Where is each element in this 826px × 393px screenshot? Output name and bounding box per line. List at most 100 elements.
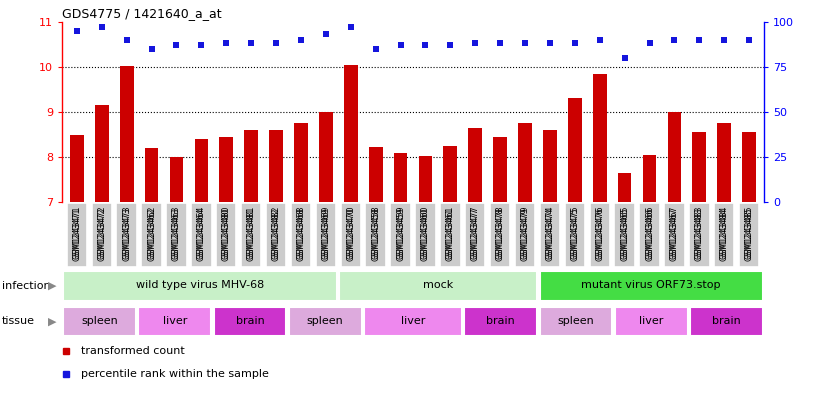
Text: mutant virus ORF73.stop: mutant virus ORF73.stop	[582, 280, 721, 290]
Point	[220, 40, 233, 46]
Text: GSM1243470: GSM1243470	[346, 206, 355, 259]
Text: GSM1243476: GSM1243476	[596, 208, 605, 261]
Text: GSM1243482: GSM1243482	[272, 208, 281, 261]
Bar	[316, 203, 336, 266]
Bar	[269, 130, 283, 202]
Text: GSM1243463: GSM1243463	[172, 208, 181, 261]
Text: liver: liver	[639, 316, 663, 326]
Text: GSM1243475: GSM1243475	[570, 206, 579, 259]
Text: GDS4775 / 1421640_a_at: GDS4775 / 1421640_a_at	[62, 7, 221, 20]
Text: spleen: spleen	[307, 316, 344, 326]
Bar	[64, 271, 336, 301]
Point	[195, 42, 208, 48]
Text: GSM1243476: GSM1243476	[596, 206, 605, 259]
Bar	[539, 203, 560, 266]
Bar	[344, 64, 358, 202]
Text: GSM1243472: GSM1243472	[97, 208, 107, 261]
Bar	[667, 112, 681, 202]
Bar	[543, 130, 557, 202]
Point	[593, 37, 606, 43]
Bar	[141, 203, 162, 266]
Bar	[120, 66, 134, 202]
Point	[269, 40, 282, 46]
Text: GSM1243481: GSM1243481	[247, 206, 256, 259]
Text: spleen: spleen	[558, 316, 595, 326]
Text: infection: infection	[2, 281, 50, 291]
Bar	[92, 203, 112, 266]
Bar	[743, 132, 756, 202]
Text: GSM1243465: GSM1243465	[620, 208, 629, 261]
Text: GSM1243459: GSM1243459	[396, 208, 405, 261]
Text: GSM1243480: GSM1243480	[221, 206, 230, 259]
Point	[519, 40, 532, 46]
Bar	[241, 203, 261, 266]
Text: ▶: ▶	[48, 281, 56, 291]
Text: GSM1243472: GSM1243472	[97, 206, 107, 259]
Text: GSM1243460: GSM1243460	[421, 208, 430, 261]
Bar	[214, 307, 287, 336]
Point	[493, 40, 506, 46]
Point	[244, 40, 258, 46]
Bar	[468, 128, 482, 202]
Text: GSM1243481: GSM1243481	[247, 208, 256, 261]
Point	[344, 24, 358, 30]
Bar	[394, 152, 407, 202]
Bar	[319, 112, 333, 202]
Bar	[368, 147, 382, 202]
Bar	[291, 203, 311, 266]
Point	[568, 40, 582, 46]
Point	[468, 40, 482, 46]
Text: GSM1243464: GSM1243464	[197, 206, 206, 259]
Bar	[464, 307, 537, 336]
Point	[618, 55, 631, 61]
Point	[120, 37, 133, 43]
Bar	[539, 271, 762, 301]
Point	[643, 40, 656, 46]
Point	[145, 46, 159, 52]
Text: tissue: tissue	[2, 316, 35, 326]
Bar	[339, 271, 537, 301]
Bar	[67, 203, 87, 266]
Text: GSM1243478: GSM1243478	[496, 208, 505, 261]
Bar	[340, 203, 361, 266]
Text: GSM1243485: GSM1243485	[744, 206, 753, 259]
Bar	[216, 203, 236, 266]
Text: GSM1243465: GSM1243465	[620, 206, 629, 259]
Bar	[220, 137, 233, 202]
Text: ▶: ▶	[48, 316, 56, 326]
Text: GSM1243483: GSM1243483	[695, 206, 704, 259]
Text: GSM1243483: GSM1243483	[695, 208, 704, 261]
Bar	[95, 105, 109, 202]
Text: GSM1243473: GSM1243473	[122, 208, 131, 261]
Bar	[689, 203, 710, 266]
Bar	[515, 203, 535, 266]
Bar	[518, 123, 532, 202]
Text: liver: liver	[401, 316, 425, 326]
Text: spleen: spleen	[81, 316, 118, 326]
Text: GSM1243474: GSM1243474	[545, 206, 554, 259]
Text: GSM1243458: GSM1243458	[371, 208, 380, 261]
Point	[419, 42, 432, 48]
Text: GSM1243466: GSM1243466	[645, 208, 654, 261]
Text: GSM1243471: GSM1243471	[73, 206, 82, 259]
Bar	[590, 203, 610, 266]
Bar	[364, 307, 462, 336]
Text: GSM1243471: GSM1243471	[73, 208, 82, 261]
Bar	[169, 157, 183, 202]
Bar	[568, 98, 582, 202]
Text: GSM1243467: GSM1243467	[670, 208, 679, 261]
Bar	[70, 134, 83, 202]
Text: wild type virus MHV-68: wild type virus MHV-68	[135, 280, 264, 290]
Bar	[116, 203, 137, 266]
Bar	[145, 148, 159, 202]
Bar	[615, 203, 635, 266]
Point	[444, 42, 457, 48]
Point	[667, 37, 681, 43]
Bar	[191, 203, 211, 266]
Text: GSM1243461: GSM1243461	[446, 206, 455, 259]
Text: GSM1243470: GSM1243470	[346, 208, 355, 261]
Bar	[739, 203, 759, 266]
Bar	[618, 173, 631, 202]
Text: transformed count: transformed count	[81, 346, 184, 356]
Bar	[244, 130, 258, 202]
